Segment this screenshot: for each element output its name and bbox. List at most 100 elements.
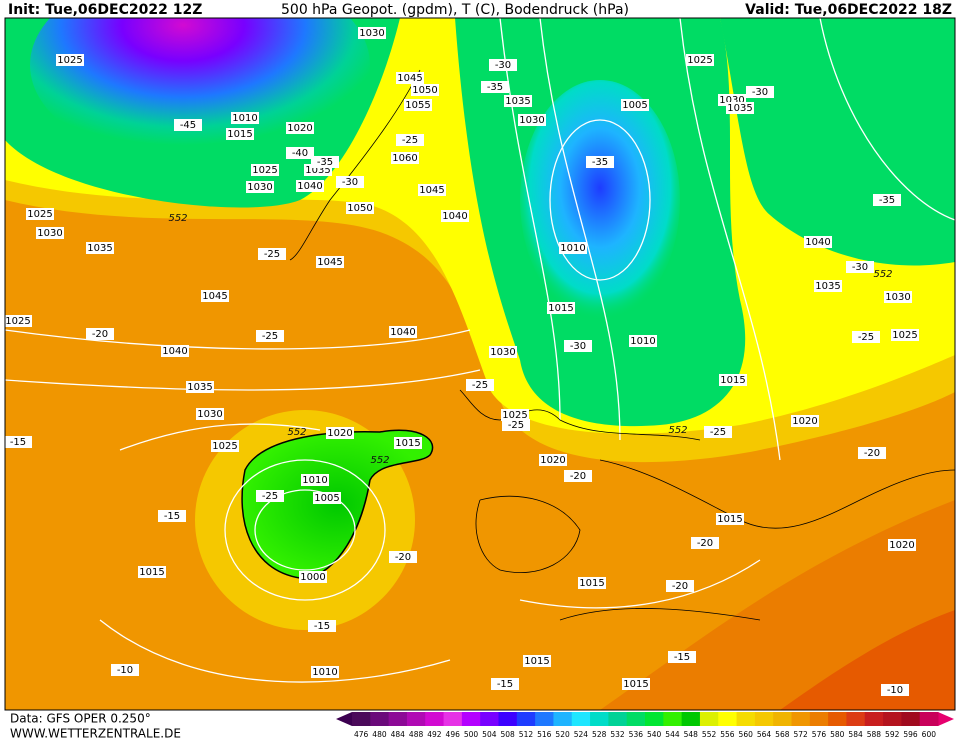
scale-cell	[828, 712, 847, 726]
temperature-label-box	[846, 261, 874, 273]
pressure-label-box	[196, 408, 224, 420]
pressure-label-box	[622, 678, 650, 690]
scale-cell	[645, 712, 664, 726]
pressure-label-box	[326, 427, 354, 439]
pressure-label-box	[888, 539, 916, 551]
geopotential-label: 552	[873, 269, 892, 280]
scale-label: 536	[629, 730, 644, 739]
pressure-label: 1030	[490, 347, 515, 358]
temperature-label-box	[336, 176, 364, 188]
pressure-label-box	[884, 291, 912, 303]
pressure-label-box	[686, 54, 714, 66]
temperature-label: -20	[395, 552, 411, 563]
scale-label: 532	[610, 730, 625, 739]
temperature-label: -15	[10, 437, 26, 448]
scale-label: 592	[885, 730, 900, 739]
pressure-label: 1025	[27, 209, 52, 220]
scale-label: 560	[739, 730, 754, 739]
temperature-label: -15	[674, 652, 690, 663]
scale-arrow	[938, 712, 954, 726]
pressure-label: 1005	[622, 100, 647, 111]
temperature-label-box	[852, 331, 880, 343]
pressure-label: 1025	[502, 410, 527, 421]
scale-label: 504	[482, 730, 497, 739]
scale-cell	[809, 712, 829, 726]
pressure-label-box	[211, 440, 239, 452]
temperature-label: -15	[497, 679, 513, 690]
pressure-label-box	[226, 128, 254, 140]
pressure-label: 1025	[252, 165, 277, 176]
scale-cell	[864, 712, 884, 726]
pressure-label-box	[719, 374, 747, 386]
pressure-label-box	[394, 437, 422, 449]
temperature-label: -30	[752, 87, 768, 98]
pressure-label-box	[251, 164, 279, 176]
scale-cell	[425, 712, 445, 726]
pressure-label: 1015	[227, 129, 252, 140]
pressure-label: 1040	[442, 211, 467, 222]
temperature-label-box	[564, 470, 592, 482]
temperature-label-box	[174, 119, 202, 131]
temperature-label: -25	[262, 331, 278, 342]
temperature-label-box	[691, 537, 719, 549]
scale-label: 588	[867, 730, 882, 739]
scale-cell	[516, 712, 536, 726]
isobars	[5, 18, 955, 683]
pressure-label: 1045	[317, 257, 342, 268]
scale-label: 496	[446, 730, 461, 739]
scale-cell	[736, 712, 756, 726]
pressure-label: 1015	[548, 303, 573, 314]
geopotential-label: 552	[370, 455, 389, 466]
scale-label: 584	[848, 730, 863, 739]
scale-label: 488	[409, 730, 424, 739]
pressure-label: 1015	[623, 679, 648, 690]
pressure-label-box	[346, 202, 374, 214]
scale-cell	[388, 712, 408, 726]
pressure-label: 1045	[397, 73, 422, 84]
pressure-label: 1050	[412, 85, 437, 96]
scale-arrow	[336, 712, 352, 726]
temperature-label: -20	[672, 581, 688, 592]
pressure-label: 1015	[720, 375, 745, 386]
temperature-label: -30	[570, 341, 586, 352]
pressure-label-box	[26, 208, 54, 220]
temperature-label: -35	[879, 195, 895, 206]
temperature-label-box	[873, 194, 901, 206]
pressure-label: 1040	[390, 327, 415, 338]
temperature-label-box	[858, 447, 886, 459]
scale-cell	[754, 712, 774, 726]
scale-label: 572	[793, 730, 808, 739]
scale-cell	[699, 712, 719, 726]
scale-cell	[919, 712, 939, 726]
temperature-label-box	[466, 379, 494, 391]
pressure-label-box	[629, 335, 657, 347]
coastlines	[289, 69, 955, 621]
scale-cell	[498, 712, 518, 726]
temperature-label: -30	[342, 177, 358, 188]
pressure-label-box	[791, 415, 819, 427]
pressure-label: 1045	[202, 291, 227, 302]
pressure-label: 1025	[57, 55, 82, 66]
scale-cell	[773, 712, 792, 726]
pressure-label-box	[186, 381, 214, 393]
scale-cell	[571, 712, 591, 726]
pressure-label: 1010	[312, 667, 337, 678]
pressure-label-box	[891, 329, 919, 341]
scale-label: 556	[720, 730, 735, 739]
pressure-label: 1035	[187, 382, 212, 393]
pressure-label: 1015	[717, 514, 742, 525]
pressure-label: 1035	[815, 281, 840, 292]
scale-label: 480	[372, 730, 387, 739]
pressure-label-box	[389, 326, 417, 338]
temperature-label: -25	[402, 135, 418, 146]
color-scale: 476 480 484 488 492 496 500 504 508 512 516 520 524 5…	[352, 712, 939, 739]
pressure-label-box	[489, 346, 517, 358]
temperature-label: -30	[852, 262, 868, 273]
scale-label: 512	[519, 730, 534, 739]
pressure-label: 1035	[727, 103, 752, 114]
pressure-label-box	[316, 256, 344, 268]
temperature-label: -35	[317, 157, 333, 168]
temperature-label-box	[256, 490, 284, 502]
pressure-label: 1015	[579, 578, 604, 589]
scale-cell	[590, 712, 609, 726]
